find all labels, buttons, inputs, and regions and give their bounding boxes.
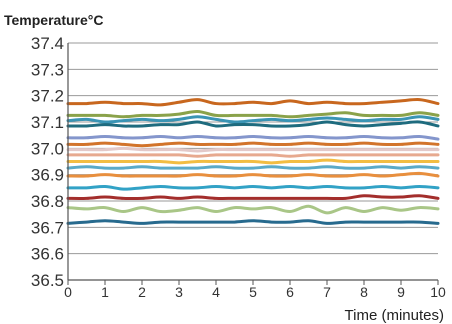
- series-line-8: [66, 153, 440, 158]
- y-tick-label: 37.0: [31, 139, 64, 158]
- y-tick-label: 37.3: [31, 60, 64, 79]
- y-tick-label: 36.6: [31, 245, 64, 264]
- x-tick-label: 0: [64, 284, 72, 300]
- x-tick-label: 1: [101, 284, 109, 300]
- y-tick-label: 37.1: [31, 113, 64, 132]
- series-line-12: [66, 185, 440, 191]
- y-tick-label: 37.4: [31, 34, 64, 53]
- series-line-2: [66, 109, 440, 119]
- x-tick-label: 8: [360, 284, 368, 300]
- series-line-14: [66, 204, 440, 215]
- x-tick-label: 3: [175, 284, 183, 300]
- series-line-1: [66, 98, 440, 107]
- x-tick-label: 4: [212, 284, 220, 300]
- x-axis-title: Time (minutes): [345, 307, 444, 324]
- y-tick-label: 36.7: [31, 218, 64, 237]
- x-tick-label: 9: [397, 284, 405, 300]
- series-line-11: [66, 171, 440, 178]
- y-tick-label: 36.9: [31, 166, 64, 185]
- x-tick-label: 6: [286, 284, 294, 300]
- series-line-7: [66, 146, 440, 153]
- series-line-15: [66, 219, 440, 225]
- series-line-4: [66, 120, 440, 128]
- x-tick-label: 2: [138, 284, 146, 300]
- y-tick-label: 36.8: [31, 192, 64, 211]
- x-tick-label: 10: [430, 284, 446, 300]
- series-line-3: [66, 115, 440, 124]
- series-line-9: [66, 158, 440, 165]
- y-tick-label: 36.5: [31, 271, 64, 290]
- series-line-13: [66, 194, 440, 201]
- axes: 36.5 36.6 36.7 36.8 36.9 37.0 37.1 37.2 37.3 37.4…: [31, 34, 446, 300]
- series-line-6: [66, 141, 440, 148]
- series-line-5: [66, 134, 440, 141]
- x-tick-label: 5: [249, 284, 257, 300]
- series-line-10: [66, 165, 440, 170]
- y-tick-label: 37.2: [31, 87, 64, 106]
- series-lines: [66, 98, 440, 225]
- x-tick-label: 7: [323, 284, 331, 300]
- y-axis-title: Temperature°C: [4, 12, 103, 28]
